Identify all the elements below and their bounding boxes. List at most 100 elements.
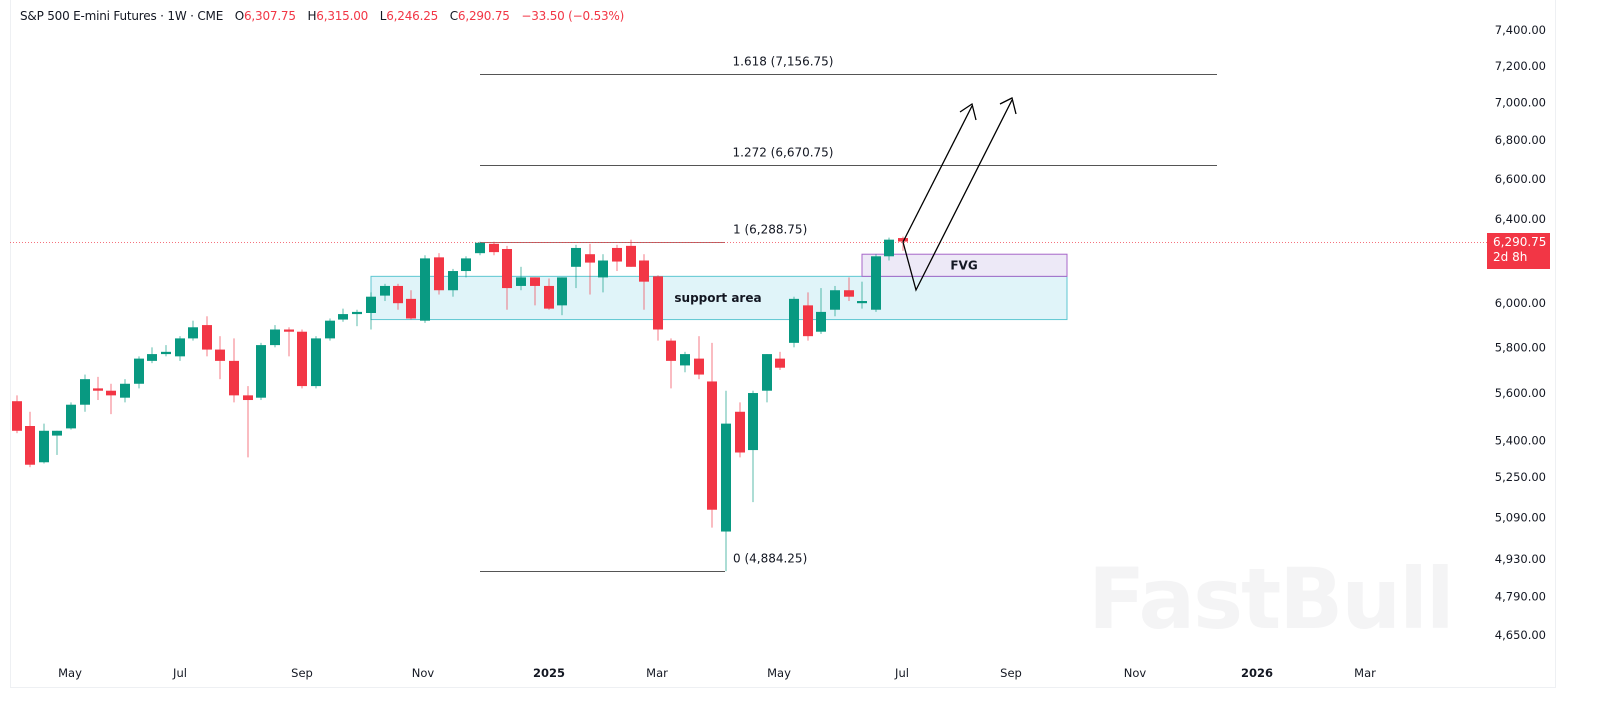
price-axis[interactable]: 7,400.00 7,200.00 7,000.00 6,800.00 6,600.00…	[1495, 23, 1546, 642]
price-tick-label: 5,250.00	[1495, 470, 1546, 484]
candle-body	[803, 305, 813, 337]
candle-body	[666, 340, 676, 361]
candle	[544, 278, 554, 310]
candle	[707, 342, 717, 528]
candle-body	[270, 329, 280, 346]
open-value: 6,307.75	[243, 9, 296, 23]
candle	[448, 268, 458, 297]
candle	[434, 253, 444, 295]
candle-body	[898, 238, 908, 242]
candle	[66, 402, 76, 430]
candle-body	[530, 277, 540, 286]
support-area-zone[interactable]	[370, 275, 1068, 321]
high-label: H	[307, 9, 317, 23]
candle	[516, 266, 526, 291]
candle	[120, 379, 130, 403]
fib-level-label: 1.272 (6,670.75)	[733, 146, 834, 160]
time-axis[interactable]: May Jul Sep Nov 2025 Mar May Jul Sep Nov 2026 Mar	[58, 666, 1376, 680]
candle	[461, 256, 471, 278]
candle-body	[475, 242, 485, 254]
candle	[639, 254, 649, 310]
projection-arrow[interactable]	[902, 105, 973, 243]
candle-body	[680, 354, 690, 366]
interval: 1W	[167, 9, 187, 23]
candle	[366, 292, 376, 330]
change-value: −33.50 (−0.53%)	[521, 9, 625, 23]
open-label: O	[234, 9, 244, 23]
candle-body	[175, 338, 185, 357]
candle-body	[352, 311, 362, 315]
candle-body	[12, 401, 22, 431]
candle	[93, 376, 103, 401]
candle-body	[816, 311, 826, 332]
candle	[325, 318, 335, 341]
candle	[475, 241, 485, 256]
price-tick-label: 4,930.00	[1495, 552, 1546, 566]
projection-path-arrow[interactable]	[902, 99, 1013, 292]
candle	[612, 244, 622, 272]
price-tick-label: 6,800.00	[1495, 133, 1546, 147]
candle-body	[844, 290, 854, 297]
candle	[311, 336, 321, 389]
candle	[229, 338, 239, 403]
candle	[694, 336, 704, 380]
time-tick-label: Mar	[646, 666, 668, 680]
arrowhead-icon	[999, 97, 1017, 115]
fvg-label: FVG	[950, 258, 977, 272]
time-tick-label: May	[767, 666, 791, 680]
candle-body	[25, 426, 35, 465]
candle-body	[571, 247, 581, 267]
candle	[338, 308, 348, 322]
candle	[12, 395, 22, 434]
candle-body	[857, 301, 867, 304]
candle	[25, 411, 35, 468]
candle	[202, 316, 212, 357]
candle	[735, 402, 745, 458]
candle	[284, 327, 294, 357]
time-tick-label: Jul	[172, 666, 187, 680]
last-price-tag: 6,290.75 2d 8h	[1487, 233, 1550, 269]
candle-body	[243, 395, 253, 401]
candle	[406, 290, 416, 320]
candle	[653, 275, 663, 341]
candles	[12, 236, 908, 572]
bar-countdown: 2d 8h	[1493, 250, 1528, 264]
candle	[830, 285, 840, 317]
candle-body	[789, 298, 799, 343]
candle	[243, 386, 253, 458]
exchange: CME	[197, 9, 224, 23]
fvg-zone[interactable]	[861, 253, 1068, 277]
candle	[188, 320, 198, 341]
candle-body	[406, 298, 416, 319]
candle	[147, 347, 157, 364]
arrowhead-icon	[959, 102, 977, 121]
candle-body	[52, 430, 62, 436]
time-tick-label: Nov	[1124, 666, 1147, 680]
candle-body	[311, 338, 321, 387]
fib-level-label: 0 (4,884.25)	[733, 552, 807, 566]
candle	[816, 288, 826, 334]
candle-body	[256, 345, 266, 398]
candle	[626, 239, 636, 267]
chart-frame[interactable]	[10, 0, 1556, 688]
symbol-name[interactable]: S&P 500 E-mini Futures	[20, 9, 157, 23]
candle	[871, 254, 881, 312]
candle	[256, 342, 266, 401]
candle	[884, 237, 894, 261]
candle-body	[106, 390, 116, 396]
candle-body	[338, 314, 348, 320]
candle	[803, 292, 813, 341]
candle	[380, 283, 390, 302]
price-tick-label: 5,400.00	[1495, 433, 1546, 447]
close-label: C	[449, 9, 458, 23]
candle	[571, 244, 581, 289]
price-tick-label: 5,090.00	[1495, 510, 1546, 524]
candle-body	[161, 351, 171, 355]
symbol-legend[interactable]: S&P 500 E-mini Futures · 1W · CME O6,307…	[20, 9, 624, 23]
price-tick-label: 7,400.00	[1495, 23, 1546, 37]
price-tick-label: 6,400.00	[1495, 212, 1546, 226]
candle-body	[884, 239, 894, 257]
candle-body	[557, 277, 567, 306]
candle-body	[147, 354, 157, 361]
